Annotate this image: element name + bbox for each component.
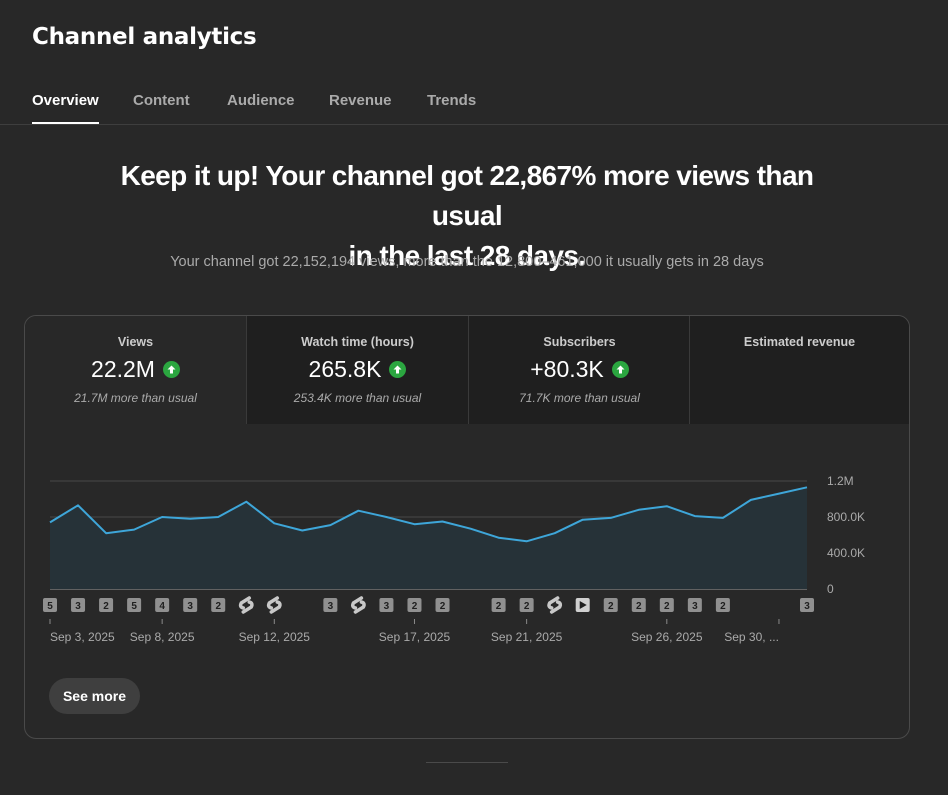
upload-count-label: 2 bbox=[496, 601, 502, 612]
shorts-icon bbox=[351, 596, 366, 614]
headline-subtext: Your channel got 22,152,194 views, more … bbox=[170, 254, 764, 270]
metric-value-row: 265.8K bbox=[247, 354, 468, 384]
upload-count-label: 5 bbox=[131, 601, 137, 612]
upload-count-label: 2 bbox=[440, 601, 446, 612]
upload-count-label: 3 bbox=[692, 601, 698, 612]
upload-count-label: 2 bbox=[720, 601, 726, 612]
shorts-icon bbox=[238, 596, 254, 614]
upload-count-marker bbox=[211, 598, 226, 612]
upload-count-label: 4 bbox=[159, 601, 165, 612]
metric-compare: 21.7M more than usual bbox=[74, 391, 197, 405]
metric-tab-subscribers[interactable]: Subscribers +80.3K 71.7K more than usual bbox=[469, 316, 690, 424]
upload-count-marker bbox=[323, 598, 338, 612]
x-tick-label: Sep 3, 2025 bbox=[50, 630, 115, 644]
metric-value: +80.3K bbox=[530, 355, 604, 382]
upload-count-marker bbox=[127, 598, 142, 612]
upload-count-label: 2 bbox=[664, 601, 670, 612]
tab-revenue[interactable]: Revenue bbox=[329, 92, 392, 109]
upload-count-label: 3 bbox=[75, 601, 81, 612]
x-tick-label: Sep 26, 2025 bbox=[631, 630, 703, 644]
headline: Keep it up! Your channel got 22,867% mor… bbox=[84, 156, 850, 276]
x-tick-label: Sep 21, 2025 bbox=[491, 630, 563, 644]
y-tick-label: 0 bbox=[827, 582, 834, 596]
x-tick-label: Sep 8, 2025 bbox=[130, 630, 195, 644]
upload-count-marker bbox=[659, 598, 674, 612]
see-more-button[interactable]: See more bbox=[49, 678, 140, 714]
metric-label: Views bbox=[117, 335, 154, 349]
upload-count-label: 3 bbox=[187, 601, 193, 612]
upload-count-marker bbox=[155, 598, 170, 612]
tab-overview[interactable]: Overview bbox=[32, 92, 99, 124]
tab-audience[interactable]: Audience bbox=[227, 92, 295, 109]
analytics-card: Views 22.2M 21.7M more than usual Watch … bbox=[24, 315, 910, 739]
metric-label: Estimated revenue bbox=[743, 335, 856, 349]
upload-count-label: 2 bbox=[636, 601, 642, 612]
metric-value: 265.8K bbox=[308, 355, 382, 382]
x-tick-label: Sep 12, 2025 bbox=[239, 630, 311, 644]
metric-divider bbox=[468, 316, 469, 424]
page-title: Channel analytics bbox=[32, 24, 257, 50]
y-tick-label: 400.0K bbox=[827, 546, 865, 560]
metric-value: 22.2M bbox=[91, 355, 155, 382]
tab-content[interactable]: Content bbox=[133, 92, 190, 109]
upload-count-marker bbox=[435, 598, 450, 612]
metric-value-row: 22.2M bbox=[25, 354, 246, 384]
arrow-up-icon bbox=[389, 360, 407, 378]
upload-count-marker bbox=[603, 598, 618, 612]
arrow-up-icon bbox=[162, 360, 180, 378]
metric-divider bbox=[689, 316, 690, 424]
upload-count-marker bbox=[687, 598, 702, 612]
upload-count-marker bbox=[183, 598, 198, 612]
upload-count-label: 3 bbox=[384, 601, 390, 612]
upload-count-marker bbox=[43, 598, 57, 612]
metric-divider bbox=[246, 316, 247, 424]
upload-count-label: 3 bbox=[804, 601, 810, 612]
views-chart: 1.2M 800.0K 400.0K 0 5 3 2 5 4 3 2 3 3 2 2 2 2 2 2 2 3 2 3 Sep … bbox=[43, 474, 865, 644]
shorts-icon bbox=[547, 596, 563, 614]
shorts-icon bbox=[266, 596, 282, 614]
metric-tab-watch-time[interactable]: Watch time (hours) 265.8K 253.4K more th… bbox=[247, 316, 468, 424]
upload-count-label: 2 bbox=[412, 601, 418, 612]
metric-tab-estimated-revenue[interactable]: Estimated revenue bbox=[690, 316, 909, 424]
arrow-up-icon bbox=[611, 360, 629, 378]
upload-count-marker bbox=[491, 598, 506, 612]
upload-count-label: 2 bbox=[103, 601, 109, 612]
upload-count-marker bbox=[800, 598, 814, 612]
y-tick-label: 1.2M bbox=[827, 474, 854, 488]
metric-compare: 71.7K more than usual bbox=[519, 391, 640, 405]
tab-trends[interactable]: Trends bbox=[427, 92, 477, 109]
metric-tab-views[interactable]: Views 22.2M 21.7M more than usual bbox=[25, 316, 246, 424]
upload-count-marker bbox=[379, 598, 394, 612]
tab-bar: Overview Content Audience Revenue Trends bbox=[0, 76, 948, 125]
upload-count-label: 5 bbox=[47, 601, 53, 612]
metric-label: Subscribers bbox=[543, 335, 616, 349]
upload-count-marker bbox=[407, 598, 422, 612]
y-tick-label: 800.0K bbox=[827, 510, 865, 524]
upload-count-label: 2 bbox=[524, 601, 530, 612]
upload-count-label: 2 bbox=[215, 601, 221, 612]
upload-count-marker bbox=[71, 598, 86, 612]
metric-label: Watch time (hours) bbox=[301, 335, 414, 349]
upload-count-label: 2 bbox=[608, 601, 614, 612]
play-icon bbox=[579, 601, 587, 609]
upload-count-marker bbox=[99, 598, 114, 612]
metric-value-row: +80.3K bbox=[469, 354, 690, 384]
headline-line-1: Keep it up! Your channel got 22,867% mor… bbox=[120, 160, 814, 231]
upload-count-marker bbox=[631, 598, 646, 612]
scroll-indicator bbox=[426, 762, 508, 763]
x-tick-label: Sep 17, 2025 bbox=[379, 630, 451, 644]
headline-line-2: in the last 28 days. bbox=[348, 240, 587, 271]
views-area bbox=[50, 487, 807, 589]
views-line bbox=[49, 486, 808, 543]
x-tick-label: Sep 30, ... bbox=[724, 630, 779, 644]
metric-compare: 253.4K more than usual bbox=[293, 391, 422, 405]
upload-count-label: 3 bbox=[328, 601, 334, 612]
upload-count-marker bbox=[519, 598, 534, 612]
upload-count-marker bbox=[715, 598, 730, 612]
